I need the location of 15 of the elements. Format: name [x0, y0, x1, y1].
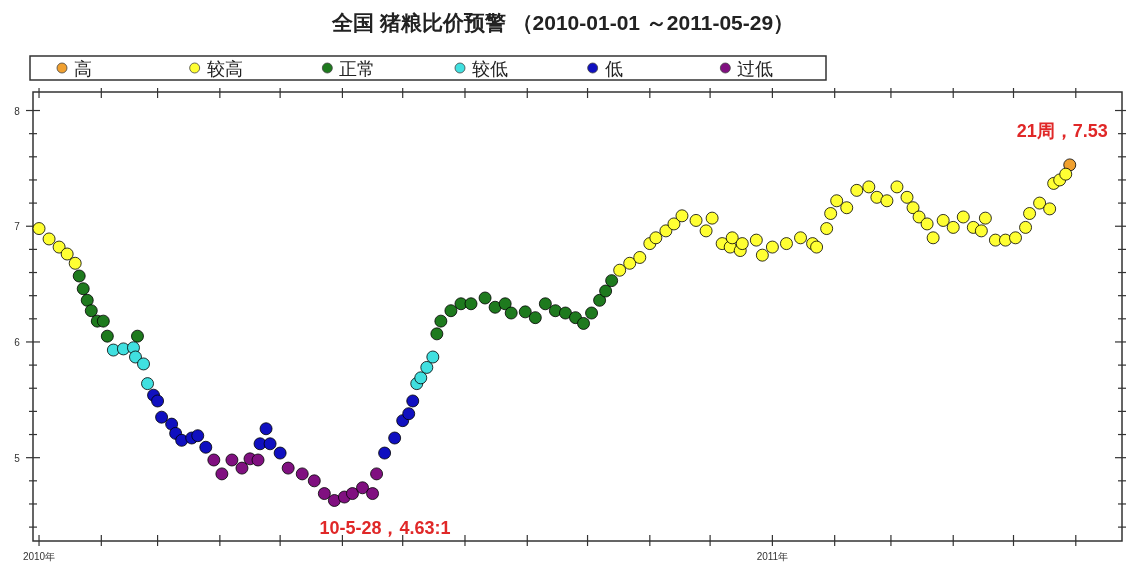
annotation: 10-5-28，4.63:1	[319, 518, 451, 539]
annotation: 21周，7.53	[1016, 120, 1108, 141]
y-tick-label: 6	[14, 336, 21, 348]
y-tick-label: 5	[14, 452, 21, 464]
legend-label: 较低	[472, 59, 508, 79]
legend-label: 较高	[206, 59, 243, 79]
legend-label: 低	[604, 59, 623, 79]
legend-label: 过低	[737, 59, 774, 79]
chart-title: 全国 猪粮比价预警 （2010-01-01 ～2011-05-29）	[330, 11, 795, 34]
x-tick-label: 2010年	[22, 551, 56, 562]
legend-label: 高	[74, 59, 92, 79]
legend-label: 正常	[339, 59, 376, 79]
y-tick-label: 8	[14, 105, 21, 117]
x-tick-label: 2011年	[756, 551, 789, 562]
y-tick-label: 7	[14, 221, 21, 233]
